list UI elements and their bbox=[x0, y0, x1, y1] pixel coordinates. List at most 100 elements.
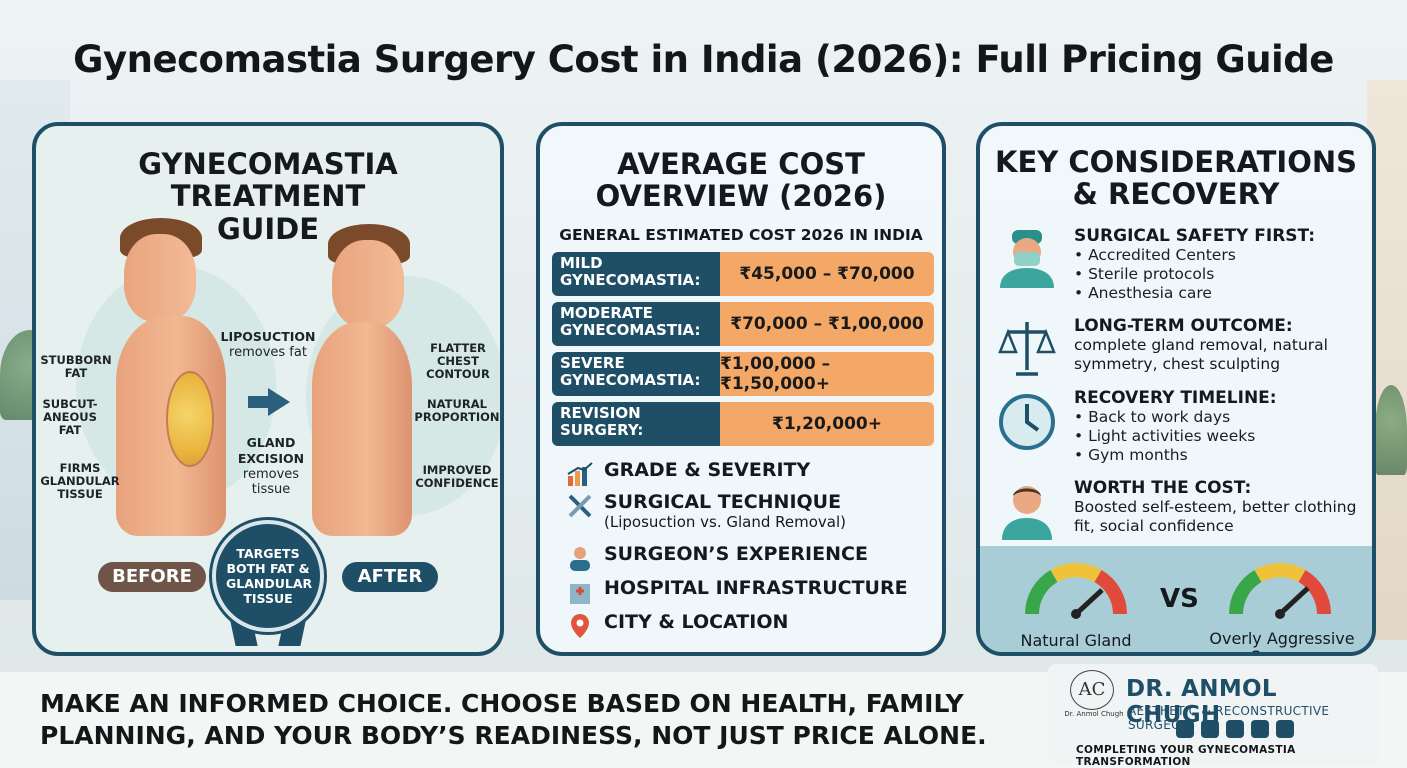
stubborn-fat-label: STUBBORN FAT bbox=[40, 353, 112, 381]
factor-grade: GRADE & SEVERITY bbox=[566, 460, 810, 488]
gauge-right-label: Overly Aggressive Surgery bbox=[1209, 629, 1355, 652]
considerations-panel: KEY CONSIDERATIONS & RECOVERY SURGICAL S… bbox=[976, 122, 1376, 656]
torso bbox=[312, 322, 412, 536]
cost-row: MODERATE GYNECOMASTIA: ₹70,000 – ₹1,00,0… bbox=[552, 302, 934, 346]
factor-title: GRADE & SEVERITY bbox=[604, 459, 811, 481]
head bbox=[332, 240, 404, 328]
surgeon-mask-icon bbox=[1000, 230, 1054, 288]
procedure-icon bbox=[1201, 720, 1219, 738]
factor-location: CITY & LOCATION bbox=[566, 612, 788, 640]
cost-row-label: MILD GYNECOMASTIA: bbox=[552, 252, 720, 296]
liposuction-head: LIPOSUCTION bbox=[220, 329, 316, 344]
bullet: Light activities weeks bbox=[1074, 427, 1277, 446]
factor-technique: SURGICAL TECHNIQUE (Liposuction vs. Glan… bbox=[566, 492, 846, 531]
targets-badge: TARGETS BOTH FAT & GLANDULAR TISSUE bbox=[212, 520, 324, 632]
factor-title: HOSPITAL INFRASTRUCTURE bbox=[604, 577, 908, 599]
item-bullets: Back to work days Light activities weeks… bbox=[1074, 408, 1277, 465]
after-label: AFTER bbox=[342, 562, 438, 592]
panel-heading: GYNECOMASTIA TREATMENT GUIDE bbox=[36, 147, 500, 246]
procedure-icon bbox=[1276, 720, 1294, 738]
cost-row-value: ₹70,000 – ₹1,00,000 bbox=[720, 302, 934, 346]
cost-row-label: SEVERE GYNECOMASTIA: bbox=[552, 352, 720, 396]
factor-subtitle: (Liposuction vs. Gland Removal) bbox=[604, 512, 847, 531]
procedure-icon bbox=[1226, 720, 1244, 738]
item-heading: LONG-TERM OUTCOME: bbox=[1074, 316, 1293, 336]
procedure-icon bbox=[1251, 720, 1269, 738]
cost-row-value: ₹1,00,000 – ₹1,50,000+ bbox=[720, 352, 934, 396]
cost-row-label: MODERATE GYNECOMASTIA: bbox=[552, 302, 720, 346]
gland-excision-label: GLAND EXCISION removes tissue bbox=[226, 435, 316, 498]
gauge-left-label: Natural Gland bbox=[1020, 631, 1132, 650]
item-text: complete gland removal, natural symmetry… bbox=[1074, 336, 1328, 373]
firms-glandular-label: FIRMS GLANDULAR TISSUE bbox=[40, 461, 120, 502]
natural-gauge-icon bbox=[1025, 563, 1127, 619]
cost-row-label: REVISION SURGERY: bbox=[552, 402, 720, 446]
factor-title: SURGEON’S EXPERIENCE bbox=[604, 543, 868, 565]
hospital-icon bbox=[570, 584, 590, 604]
bar-chart-icon bbox=[567, 462, 593, 486]
surgical-tools-icon bbox=[568, 494, 592, 518]
cost-row: REVISION SURGERY: ₹1,20,000+ bbox=[552, 402, 934, 446]
page-title: Gynecomastia Surgery Cost in India (2026… bbox=[73, 38, 1334, 81]
factor-hospital: HOSPITAL INFRASTRUCTURE bbox=[566, 578, 908, 606]
treatment-guide-heading: GYNECOMASTIA TREATMENT GUIDE bbox=[138, 147, 398, 246]
cost-overview-heading: AVERAGE COST OVERVIEW (2026) bbox=[595, 147, 887, 214]
liposuction-label: LIPOSUCTION removes fat bbox=[208, 329, 328, 361]
item-text: Boosted self-esteem, better clothing fit… bbox=[1074, 498, 1357, 535]
bullet: Back to work days bbox=[1074, 408, 1277, 427]
balance-scale-icon bbox=[998, 322, 1056, 376]
cost-row: SEVERE GYNECOMASTIA: ₹1,00,000 – ₹1,50,0… bbox=[552, 352, 934, 396]
item-heading: RECOVERY TIMELINE: bbox=[1074, 388, 1277, 408]
treatment-guide-panel: GYNECOMASTIA TREATMENT GUIDE STUBBORN FA… bbox=[32, 122, 504, 656]
cost-row-value: ₹45,000 – ₹70,000 bbox=[720, 252, 934, 296]
procedure-icon bbox=[1176, 720, 1194, 738]
bullet: Anesthesia care bbox=[1074, 284, 1315, 303]
surgeon-icon bbox=[570, 547, 590, 571]
cost-overview-panel: AVERAGE COST OVERVIEW (2026) GENERAL EST… bbox=[536, 122, 946, 656]
outcome-item: LONG-TERM OUTCOME: complete gland remova… bbox=[994, 316, 1364, 382]
considerations-heading: KEY CONSIDERATIONS & RECOVERY bbox=[994, 145, 1358, 212]
brand-role: AESTHETIC & RECONSTRUCTIVE SURGEON bbox=[1128, 704, 1330, 732]
gland-excision-head: GLAND EXCISION bbox=[237, 435, 305, 466]
before-label: BEFORE bbox=[98, 562, 206, 592]
clock-icon bbox=[999, 394, 1055, 450]
vs-label: VS bbox=[1160, 584, 1199, 614]
gauge-comparison: Natural Gland VS Overly Aggressive Surge… bbox=[980, 546, 1372, 652]
background-plant bbox=[1375, 385, 1407, 475]
brand-logo-subtext: Dr. Anmol Chugh bbox=[1064, 710, 1124, 718]
cost-row-value: ₹1,20,000+ bbox=[720, 402, 934, 446]
transform-arrow bbox=[248, 396, 270, 408]
item-heading: WORTH THE COST: bbox=[1074, 478, 1252, 498]
cost-subheading: GENERAL ESTIMATED COST 2026 IN INDIA bbox=[559, 226, 923, 244]
worth-item: WORTH THE COST: Boosted self-esteem, bet… bbox=[994, 478, 1364, 544]
brand-card: AC Dr. Anmol Chugh DR. ANMOL CHUGH AESTH… bbox=[1048, 664, 1378, 768]
fat-tissue-illustration bbox=[166, 371, 214, 467]
gland-excision-body: removes tissue bbox=[242, 466, 300, 497]
brand-slogan: COMPLETING YOUR GYNECOMASTIA TRANSFORMAT… bbox=[1076, 744, 1296, 768]
brand-logo: AC bbox=[1070, 670, 1114, 710]
bullet: Gym months bbox=[1074, 446, 1277, 465]
flatter-chest-label: FLATTER CHEST CONTOUR bbox=[426, 341, 490, 382]
item-heading: SURGICAL SAFETY FIRST: bbox=[1074, 226, 1315, 246]
brand-icon-row bbox=[1176, 720, 1294, 738]
item-bullets: Accredited Centers Sterile protocols Ane… bbox=[1074, 246, 1315, 303]
badge-text: TARGETS BOTH FAT & GLANDULAR TISSUE bbox=[226, 546, 313, 606]
improved-confidence-label: IMPROVED CONFIDENCE bbox=[415, 463, 499, 491]
natural-proportion-label: NATURAL PROPORTION bbox=[414, 397, 500, 425]
bullet: Sterile protocols bbox=[1074, 265, 1315, 284]
factor-title: SURGICAL TECHNIQUE bbox=[604, 491, 842, 513]
bullet: Accredited Centers bbox=[1074, 246, 1315, 265]
recovery-item: RECOVERY TIMELINE: Back to work days Lig… bbox=[994, 388, 1277, 465]
liposuction-body: removes fat bbox=[229, 344, 307, 360]
cost-row: MILD GYNECOMASTIA: ₹45,000 – ₹70,000 bbox=[552, 252, 934, 296]
safety-item: SURGICAL SAFETY FIRST: Accredited Center… bbox=[994, 226, 1315, 303]
factor-title: CITY & LOCATION bbox=[604, 611, 789, 633]
footer-tagline: MAKE AN INFORMED CHOICE. CHOOSE BASED ON… bbox=[40, 689, 987, 750]
aggressive-gauge-icon bbox=[1229, 563, 1331, 619]
person-icon bbox=[1002, 486, 1052, 540]
location-pin-icon bbox=[571, 614, 589, 638]
head bbox=[124, 234, 196, 322]
transform-arrow-head bbox=[268, 388, 290, 416]
factor-experience: SURGEON’S EXPERIENCE bbox=[566, 544, 868, 572]
subcutaneous-fat-label: SUBCUT- ANEOUS FAT bbox=[42, 397, 98, 438]
